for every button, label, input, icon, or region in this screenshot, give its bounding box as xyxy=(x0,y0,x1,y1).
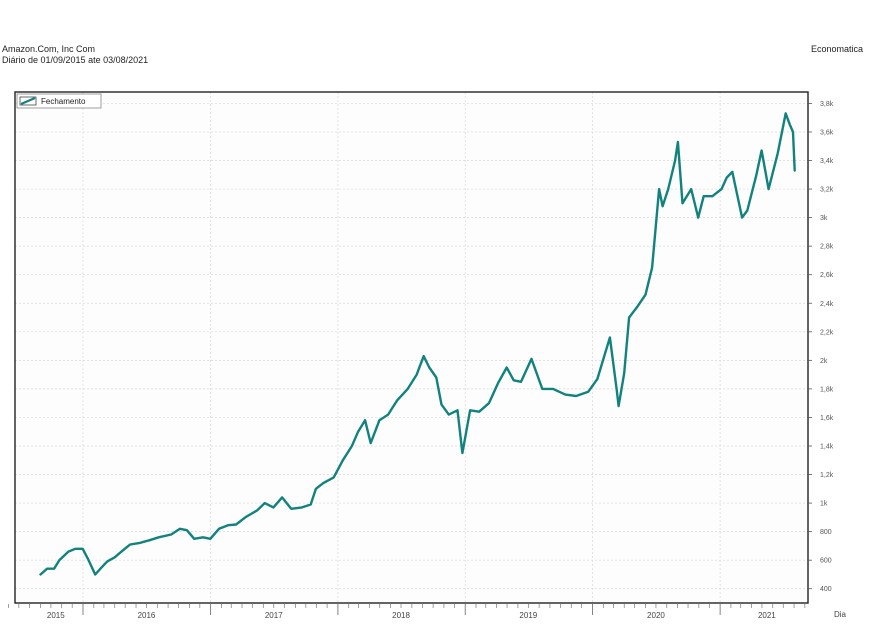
y-tick-label: 3k xyxy=(820,215,828,222)
legend-box xyxy=(16,93,102,109)
legend-swatch-line xyxy=(20,96,36,106)
y-tick-label: 2,2k xyxy=(820,329,834,336)
x-tick-label: 2018 xyxy=(392,611,410,620)
data-source-label: Economatica xyxy=(810,44,863,54)
y-tick-label: 1,2k xyxy=(820,472,834,479)
grid-lines xyxy=(15,92,808,603)
plot-background xyxy=(15,92,808,603)
y-tick-label: 1,4k xyxy=(820,443,834,450)
y-tick-label: 1,6k xyxy=(820,415,834,422)
y-tick-label: 2k xyxy=(820,358,828,365)
y-tick-label: 3,6k xyxy=(820,129,834,136)
y-tick-label: 400 xyxy=(820,586,832,593)
x-tick-label: 2017 xyxy=(265,611,283,620)
y-tick-label: 3,2k xyxy=(820,187,834,194)
x-axis-label: Dia xyxy=(834,610,847,619)
y-axis: 400 600 800 1k 1,2k 1,4k 1,6k 1,8k 2k 2,2k 2,4k 2,6… xyxy=(808,101,834,593)
y-tick-label: 3,4k xyxy=(820,158,834,165)
y-tick-label: 2,6k xyxy=(820,272,834,279)
x-tick-label: 2015 xyxy=(47,611,65,620)
legend-label-fechamento: Fechamento xyxy=(41,97,86,106)
plot-frame xyxy=(14,91,809,604)
x-tick-label: 2020 xyxy=(647,611,665,620)
x-tick-label: 2019 xyxy=(519,611,537,620)
chart-company-title: Amazon.Com, Inc Com xyxy=(2,44,96,54)
y-tick-label: 600 xyxy=(820,558,832,565)
y-tick-label: 1,8k xyxy=(820,386,834,393)
chart-date-range: Diário de 01/09/2015 ate 03/08/2021 xyxy=(2,55,149,65)
series-line-fechamento xyxy=(39,112,796,576)
x-tick-label: 2016 xyxy=(138,611,156,620)
x-tick-label: 2021 xyxy=(758,611,776,620)
chart-legend: Fechamento xyxy=(16,93,102,109)
y-tick-label: 2,8k xyxy=(820,244,834,251)
x-axis: 2015 2016 2017 2018 2019 2020 2021 xyxy=(8,603,806,620)
y-tick-label: 2,4k xyxy=(820,301,834,308)
y-tick-label: 1k xyxy=(820,501,828,508)
y-tick-label: 800 xyxy=(820,529,832,536)
y-tick-label: 3,8k xyxy=(820,101,834,108)
